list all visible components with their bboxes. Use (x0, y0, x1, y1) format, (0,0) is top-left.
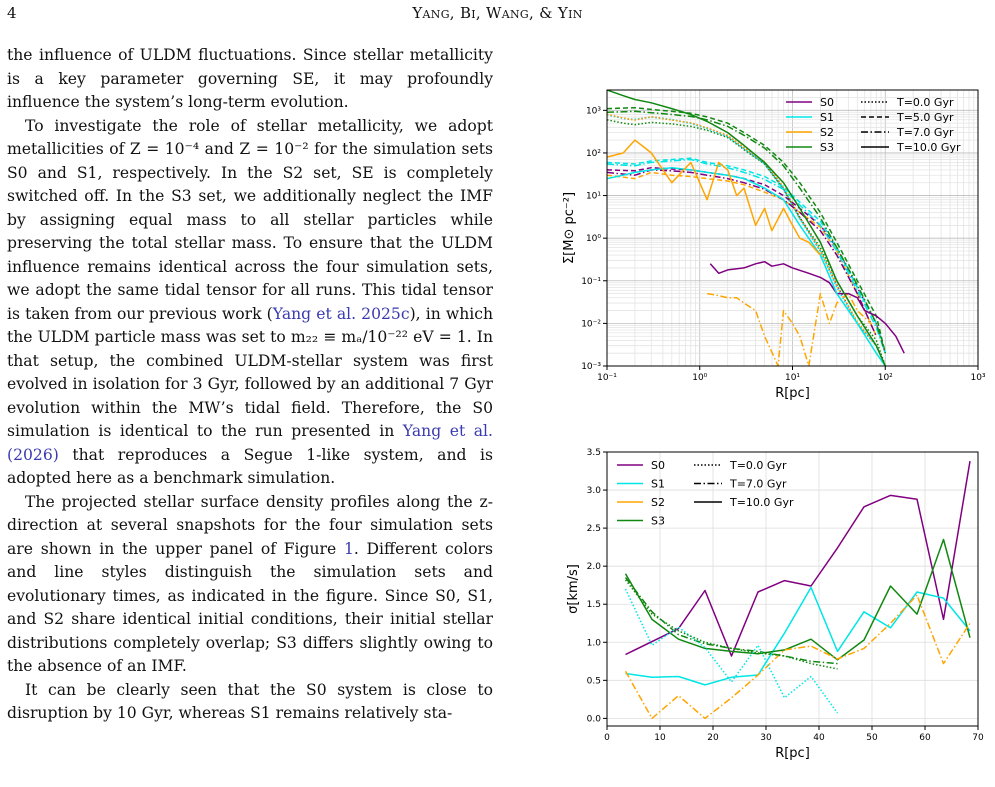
series-line-s0-100 (709, 260, 905, 354)
x-tick-label: 50 (866, 733, 878, 743)
y-tick-label: 0.5 (587, 676, 601, 686)
series-line-s0-50 (607, 166, 887, 354)
body-column: the influence of ULDM fluctuations. Sinc… (7, 44, 493, 726)
series-line-s2-70 (706, 292, 872, 366)
y-tick-label: 0.0 (587, 714, 602, 724)
series-line-s1-100 (625, 586, 971, 686)
x-tick-label: 10 (654, 733, 666, 743)
series-line-s3-50 (607, 106, 887, 354)
series-line-s1-100 (607, 166, 886, 366)
paragraph-text: To investigate the role of stellar metal… (7, 116, 493, 323)
series-group (624, 460, 971, 720)
paragraph-text: that reproduces a Segue 1-like system, a… (7, 445, 493, 488)
paragraph-text: It can be clearly seen that the S0 syste… (7, 680, 493, 723)
series-group (607, 90, 905, 366)
legend-label: S2 (820, 126, 834, 139)
paragraph-text: The projected stellar surface density pr… (7, 492, 493, 558)
y-tick-label: 1.0 (587, 638, 602, 648)
x-axis-label: R[pc] (775, 386, 810, 401)
series-line-s0-70 (607, 169, 877, 337)
legend-label: S3 (651, 515, 665, 528)
legend-label: T=10.0 Gyr (896, 141, 961, 154)
paragraph-text: . Different colors and line styles disti… (7, 539, 493, 676)
series-line-s3-100 (624, 538, 971, 661)
y-tick-label: 10¹ (586, 192, 601, 202)
plot-frame (606, 451, 979, 727)
x-tick-label: 0 (604, 733, 610, 743)
legend-label: T=7.0 Gyr (896, 126, 954, 139)
legend-label: S2 (651, 496, 665, 509)
legend: S0 S1 S2 S3 T=0.0 Gyr T=5.0 Gyr T=7.0 Gyr T=10.… (786, 96, 961, 154)
legend-label: T=7.0 Gyr (729, 478, 787, 491)
x-tick-label: 10¹ (785, 373, 800, 383)
x-tick-label: 10³ (970, 373, 985, 383)
series-line-s2-70 (624, 594, 971, 720)
series-line-s2-00 (607, 113, 886, 366)
running-header: Yang, Bi, Wang, & Yin (412, 4, 583, 22)
legend-label: S0 (820, 96, 834, 109)
x-tick-label: 30 (760, 733, 772, 743)
x-tick-label: 10⁻¹ (597, 373, 617, 383)
paragraph-4: It can be clearly seen that the S0 syste… (7, 679, 493, 726)
paragraph-1: the influence of ULDM fluctuations. Sinc… (7, 44, 493, 115)
series-line-s3-100 (607, 90, 886, 366)
x-tick-label: 70 (972, 733, 984, 743)
y-axis-label: σ[km/s] (566, 564, 581, 614)
legend-label: T=10.0 Gyr (729, 496, 794, 509)
y-tick-label: 3.5 (587, 448, 601, 458)
legend-label: S1 (651, 478, 665, 491)
y-tick-label: 10⁰ (586, 234, 601, 244)
y-axis-label: Σ[M⊙ pc⁻²] (562, 192, 577, 264)
citation-link[interactable]: Yang et al. 2025c (272, 304, 410, 323)
figure-link[interactable]: 1 (343, 539, 354, 558)
x-tick-label: 40 (813, 733, 825, 743)
x-tick-label: 60 (919, 733, 931, 743)
y-tick-label: 2.5 (587, 524, 601, 534)
y-tick-label: 1.5 (587, 600, 601, 610)
series-line-s2-100 (607, 139, 821, 256)
citation-link[interactable]: Yang et al. (2026) (7, 422, 493, 464)
y-tick-label: 10⁻³ (581, 362, 601, 372)
series-line-s1-70 (607, 158, 887, 354)
paragraph-3: The projected stellar surface density pr… (7, 491, 493, 679)
legend-label: T=0.0 Gyr (896, 96, 954, 109)
legend-label: T=0.0 Gyr (729, 459, 787, 472)
x-tick-label: 10² (878, 373, 893, 383)
series-line-s3-00 (624, 579, 838, 670)
paragraph-2: To investigate the role of stellar metal… (7, 115, 493, 491)
series-line-s3-70 (607, 110, 887, 354)
legend-label: S0 (651, 459, 665, 472)
lower-panel: 0 10 20 30 40 50 60 70 0.0 0.5 1.0 1.5 2.0 2.5 3.0 3.5 R… (566, 448, 984, 761)
y-tick-label: 2.0 (587, 562, 602, 572)
series-line-s1-00 (624, 588, 839, 714)
x-tick-label: 10⁰ (692, 373, 707, 383)
upper-panel: 10⁻¹ 10⁰ 10¹ 10² 10³ 10⁻³ 10⁻² 10⁻¹ 10⁰ 10¹ 10² 10³… (562, 89, 986, 401)
y-tick-label: 10³ (586, 106, 601, 116)
x-tick-label: 20 (707, 733, 719, 743)
y-tick-label: 10² (586, 149, 601, 159)
page-number: 4 (7, 4, 17, 22)
series-line-s0-100 (625, 460, 971, 657)
legend-label: S3 (820, 141, 834, 154)
paragraph-text: ), in which the ULDM particle mass was s… (7, 304, 494, 441)
series-line-s2-50 (607, 171, 877, 337)
y-tick-label: 10⁻² (581, 319, 601, 329)
legend-label: T=5.0 Gyr (896, 111, 954, 124)
paragraph-text: the influence of ULDM fluctuations. Sinc… (7, 46, 493, 111)
legend: S0 S1 S2 S3 T=0.0 Gyr T=7.0 Gyr T=10.0 Gyr (617, 459, 794, 528)
x-axis-label: R[pc] (775, 746, 810, 761)
y-tick-label: 10⁻¹ (581, 277, 601, 287)
legend-label: S1 (820, 111, 834, 124)
y-tick-label: 3.0 (587, 486, 602, 496)
series-line-s1-50 (607, 157, 887, 354)
